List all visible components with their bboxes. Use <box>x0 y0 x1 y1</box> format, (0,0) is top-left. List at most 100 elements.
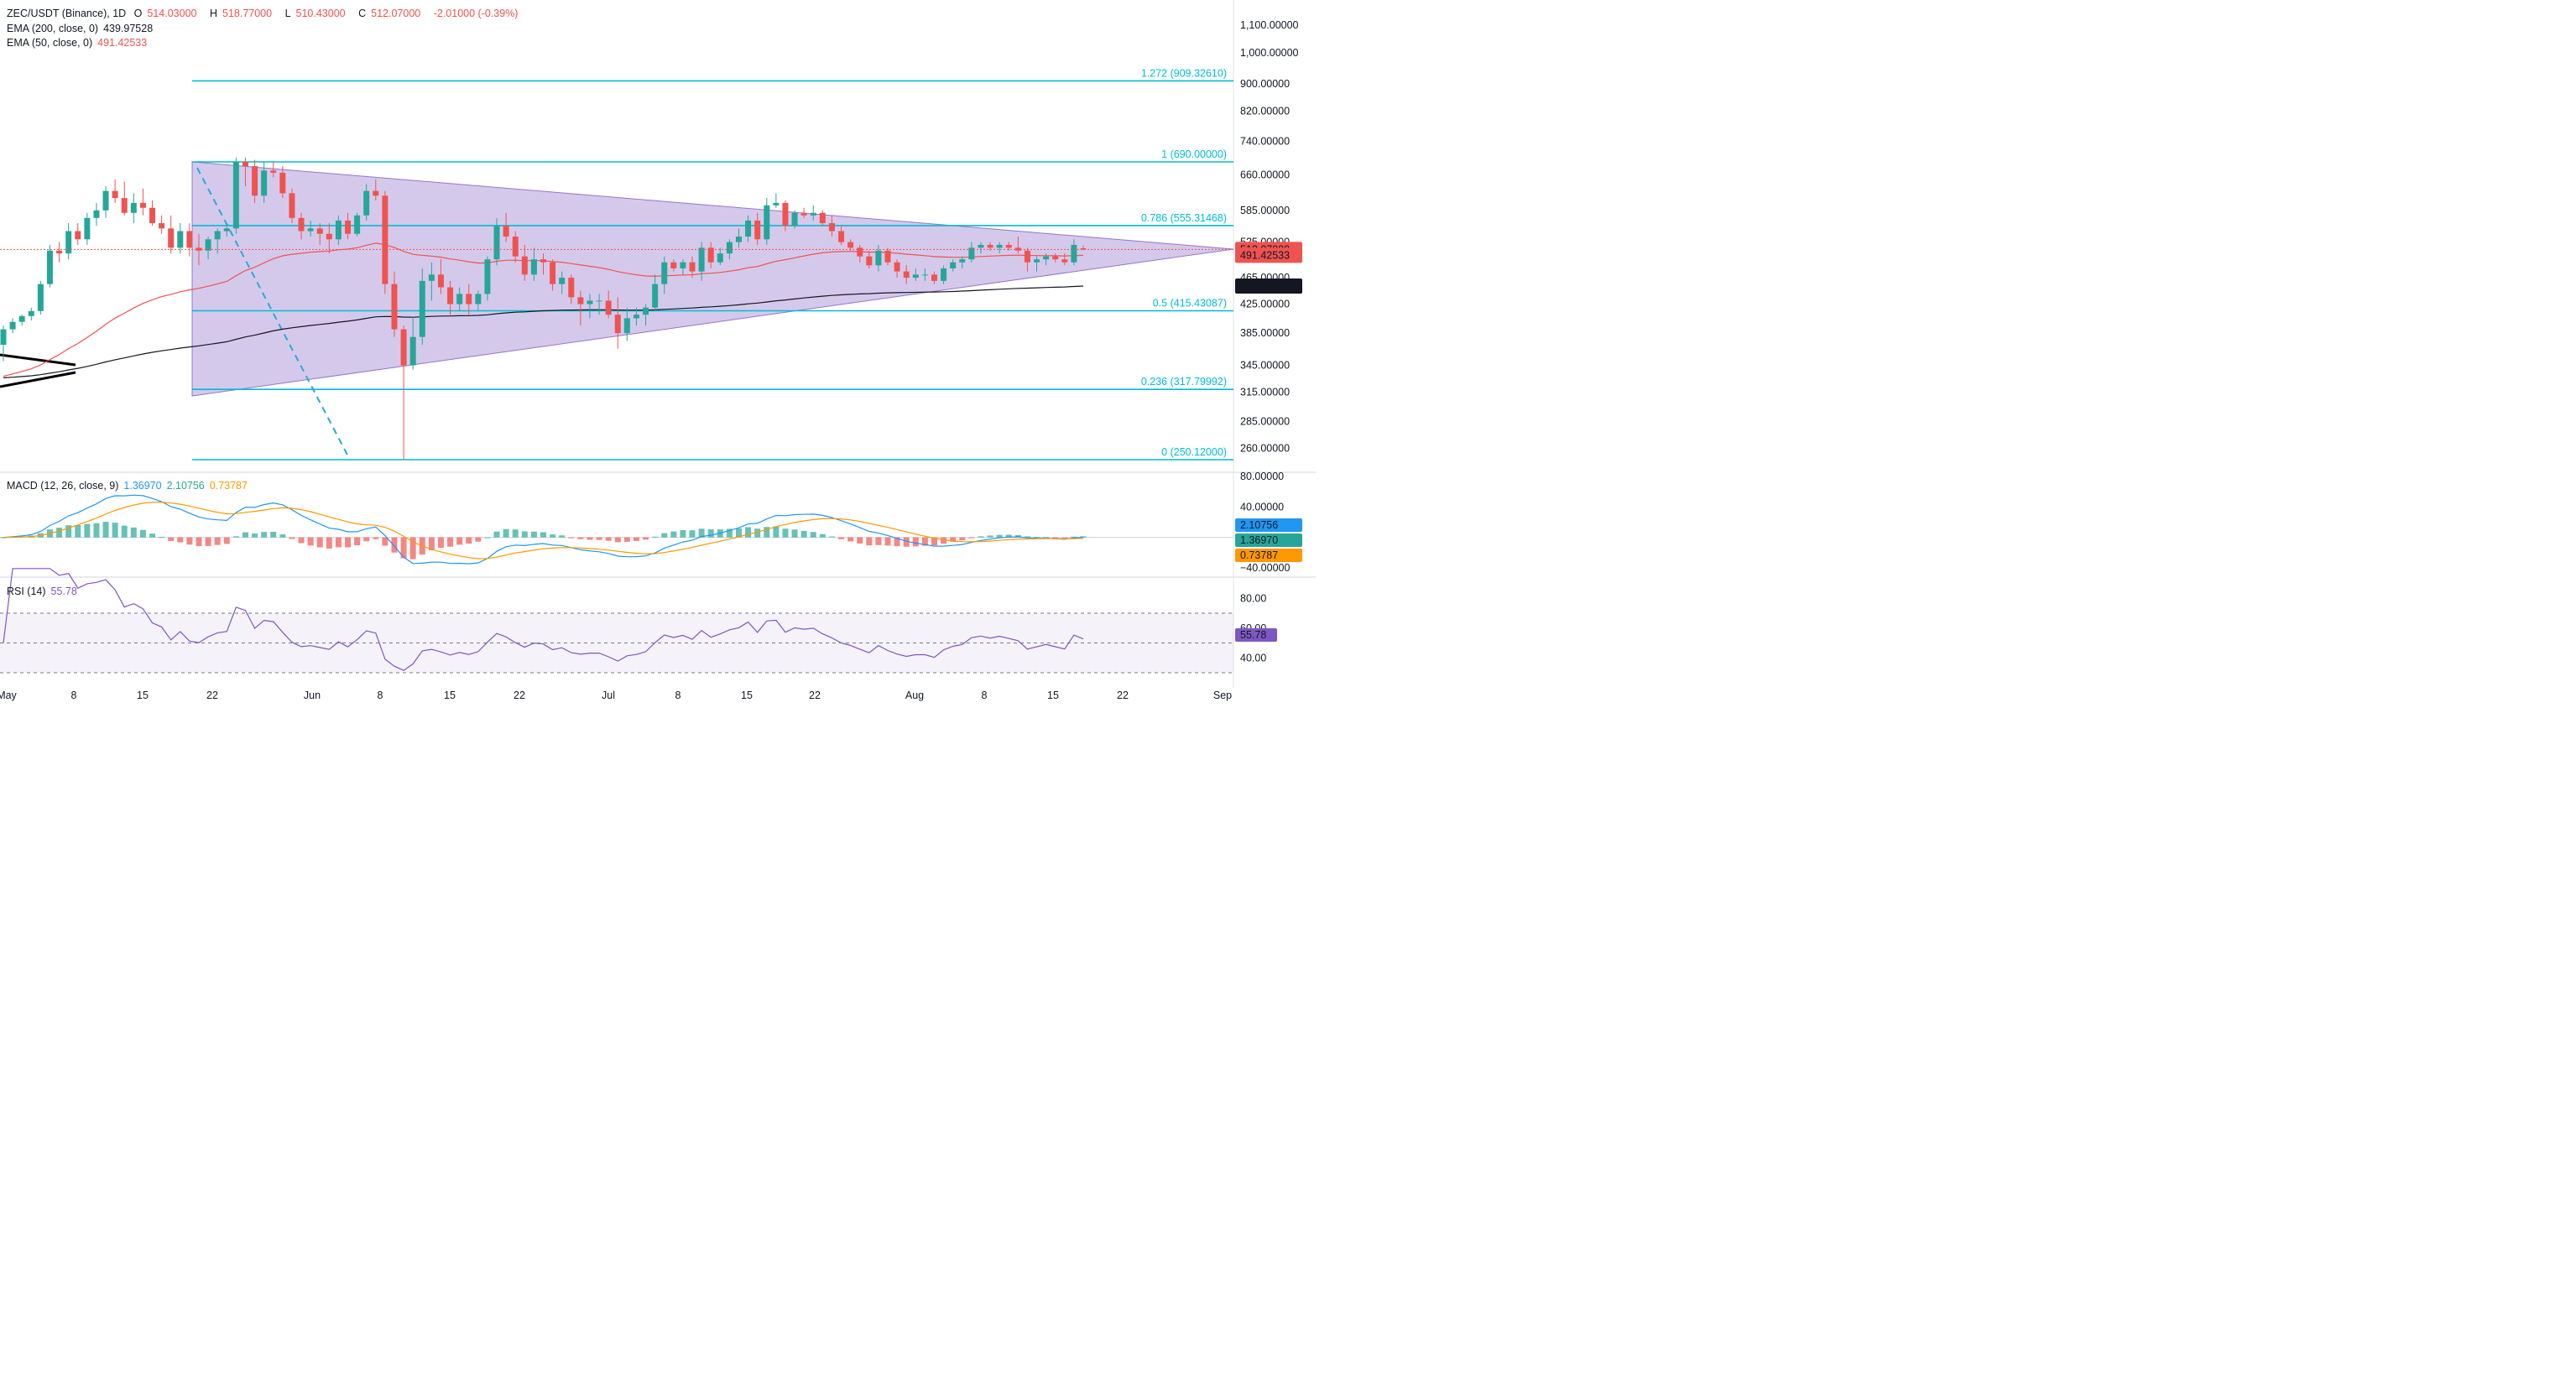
candle-body <box>512 237 519 257</box>
candle-body <box>670 262 677 268</box>
macd-histogram-bar <box>1024 536 1030 538</box>
macd-histogram-bar <box>456 537 463 545</box>
candle-body <box>577 297 584 304</box>
time-tick-label: Sep <box>1213 690 1232 701</box>
candle-body <box>419 280 425 337</box>
macd-histogram-bar <box>186 537 193 545</box>
candle-body <box>456 294 463 304</box>
candle-body <box>65 231 72 254</box>
open-label: O 514.03000 <box>133 8 197 19</box>
candle-body <box>177 231 184 248</box>
macd-histogram-bar <box>1061 537 1068 539</box>
candle-body <box>1052 256 1059 260</box>
macd-histogram-bar <box>680 529 686 538</box>
macd-histogram-bar <box>503 528 509 538</box>
candle-body <box>475 294 482 304</box>
macd-histogram-bar <box>633 537 639 541</box>
macd-histogram-bar <box>950 537 957 543</box>
triangle-pattern <box>191 161 1234 397</box>
trading-chart[interactable]: 1,100.00000 1,000.00000 900.00000 820.00000… <box>0 0 1316 716</box>
time-tick-label: May <box>0 690 18 701</box>
macd-histogram-bar <box>493 531 500 538</box>
macd-histogram-bar <box>1080 536 1087 538</box>
macd-histogram-bar <box>530 531 537 538</box>
macd-histogram-bar <box>670 531 677 538</box>
ema200-price-label-bg <box>1235 278 1302 294</box>
fib-level-label: 1 (690.00000) <box>1161 148 1227 160</box>
rsi-value-tag: 55.78 <box>1240 629 1266 641</box>
candle-body <box>1043 256 1050 260</box>
candle-body <box>596 300 602 302</box>
candle-body <box>0 329 7 346</box>
candle-body <box>530 259 537 275</box>
candle-body <box>205 239 211 251</box>
macd-histogram-bar <box>707 529 714 538</box>
macd-histogram-bar <box>242 532 248 538</box>
rsi-line <box>3 568 1084 671</box>
time-tick-label: 15 <box>741 690 753 701</box>
macd-histogram-bar <box>232 536 239 538</box>
candle-body <box>214 231 221 240</box>
macd-histogram-bar <box>354 537 361 546</box>
macd-histogram-bar <box>1014 534 1021 538</box>
candle-body <box>857 247 863 257</box>
candle-body <box>28 310 34 316</box>
candle-body <box>391 284 398 330</box>
candle-body <box>18 315 25 322</box>
macd-histogram-bar <box>726 528 733 538</box>
candle-body <box>326 233 332 240</box>
candle-body <box>1034 259 1040 263</box>
macd-histogram-bar <box>689 530 696 538</box>
time-tick-label: Jun <box>304 690 321 701</box>
candle-body <box>354 215 361 234</box>
macd-histogram-bar <box>363 537 370 542</box>
macd-histogram-bar <box>223 537 230 544</box>
macd-histogram-bar <box>559 535 566 538</box>
chart-legend-ohlc: ZEC/USDT (Binance), 1D O 514.03000 H 518.7… <box>7 8 523 19</box>
candle-body <box>968 247 975 260</box>
macd-histogram-bar <box>289 537 295 539</box>
macd-legend: MACD (12, 26, close, 9) 1.36970 2.10756 0.7… <box>7 480 248 492</box>
candle-body <box>335 220 342 240</box>
macd-histogram-bar <box>614 537 621 543</box>
macd-histogram-bar <box>596 537 602 540</box>
candle-body <box>698 247 705 272</box>
macd-signal-tag: 2.10756 <box>1240 519 1278 531</box>
macd-histogram-bar <box>261 532 268 538</box>
candle-body <box>819 212 826 224</box>
candle-body <box>466 294 472 304</box>
candle-body <box>168 228 175 248</box>
macd-histogram-bar <box>326 537 332 549</box>
candle-body <box>382 195 388 284</box>
macd-histogram-bar <box>735 528 742 538</box>
candle-body <box>363 190 370 216</box>
macd-histogram-bar <box>941 537 947 544</box>
macd-histogram-bar <box>875 537 882 545</box>
candle-body <box>605 300 612 315</box>
macd-histogram-bar <box>428 537 435 550</box>
macd-axis-label: 40.00000 <box>1240 501 1284 513</box>
macd-histogram-bar <box>791 529 798 538</box>
macd-line <box>3 494 1084 565</box>
macd-histogram-bar <box>168 537 175 542</box>
candle-body <box>56 250 63 254</box>
macd-axis-label: 80.00000 <box>1240 471 1284 482</box>
macd-histogram-bar <box>252 533 258 538</box>
candle-body <box>838 231 845 242</box>
macd-histogram-bar <box>196 537 202 547</box>
macd-histogram-bar <box>270 531 277 538</box>
macd-histogram-bar <box>139 529 146 538</box>
time-tick-label: Jul <box>602 690 615 701</box>
macd-histogram-bar <box>1005 534 1012 538</box>
ema50-legend: EMA (50, close, 0) 491.42533 <box>7 37 148 49</box>
macd-histogram-bar <box>745 527 752 538</box>
candle-body <box>1080 247 1087 250</box>
candle-body <box>46 250 53 284</box>
candle-body <box>484 259 491 294</box>
rsi-axis-label: 80.00 <box>1240 592 1266 604</box>
macd-histogram-bar <box>643 537 649 540</box>
candle-body <box>409 336 416 366</box>
candle-body <box>437 274 444 288</box>
candle-body <box>810 212 816 216</box>
candle-body <box>521 256 528 275</box>
